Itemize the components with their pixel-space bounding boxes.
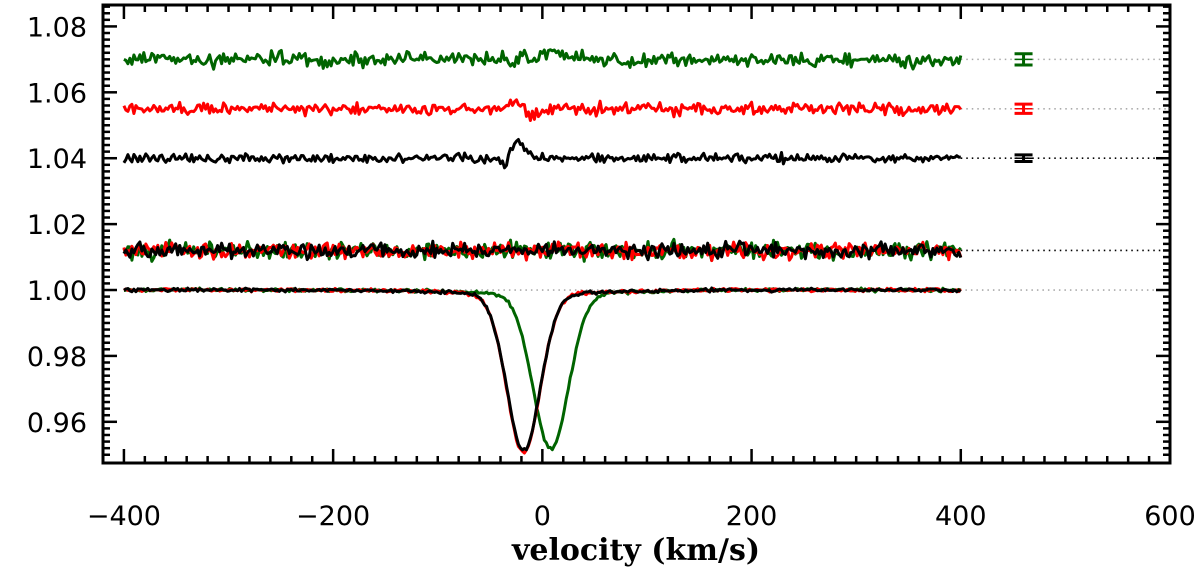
x-tick-label: −200 — [296, 501, 370, 532]
plot-frame — [101, 3, 1172, 465]
x-tick-label: −400 — [87, 501, 161, 532]
y-tick-label: 0.96 — [27, 408, 87, 439]
y-tick-label: 1.02 — [27, 210, 87, 241]
error-bar — [1014, 153, 1033, 164]
tick-labels: −400 −200 0 200 400 600 0.96 0.98 1.00 1.02 1.04 1.… — [27, 12, 1196, 532]
x-axis-title: velocity (km/s) — [511, 533, 760, 568]
error-bar — [1014, 52, 1033, 67]
y-tick-label: 1.06 — [27, 78, 87, 109]
y-tick-label: 1.08 — [27, 12, 87, 43]
series-layer — [122, 48, 963, 455]
y-tick-label: 0.98 — [27, 342, 87, 373]
stokes-v-line — [122, 138, 961, 170]
x-tick-label: 600 — [1144, 501, 1196, 532]
stokes-i-line — [123, 286, 962, 452]
x-tick-label: 400 — [935, 501, 987, 532]
x-tick-label: 200 — [726, 501, 778, 532]
null-profile-line — [122, 239, 963, 262]
null-profile-line — [122, 240, 963, 263]
error-bar — [1014, 102, 1033, 115]
y-tick-label: 1.00 — [27, 276, 87, 307]
axis-ticks — [103, 5, 1172, 463]
x-tick-label: 0 — [534, 501, 551, 532]
error-bars — [1014, 52, 1033, 164]
stokes-v-line — [123, 48, 963, 71]
stokes-v-line — [122, 98, 962, 122]
y-tick-label: 1.04 — [27, 144, 87, 175]
